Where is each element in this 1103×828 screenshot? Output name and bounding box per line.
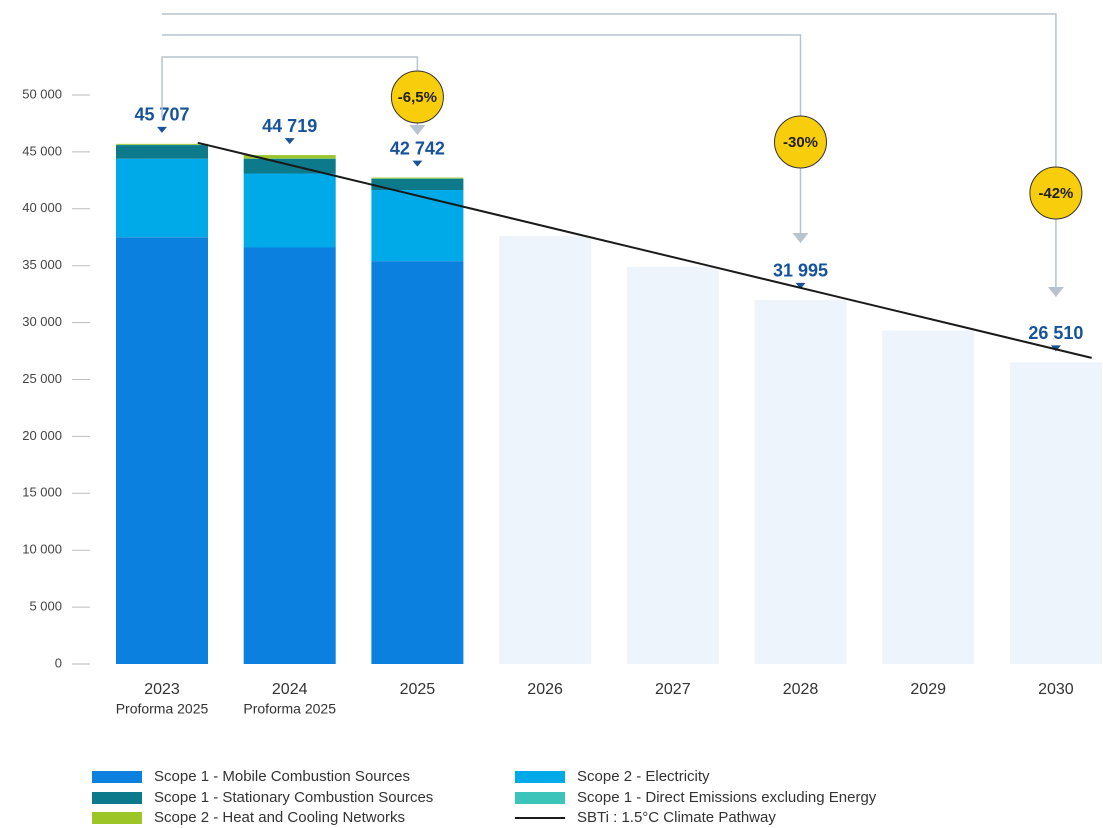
annotation-badge (1029, 166, 1083, 220)
annotation-badge (390, 70, 444, 124)
x-tick-label: 2023 (144, 681, 180, 698)
x-tick-label: 2026 (527, 681, 563, 698)
legend-label: Scope 1 - Mobile Combustion Sources (154, 768, 410, 785)
legend-label: Scope 2 - Heat and Cooling Networks (154, 809, 405, 826)
bar-segment (116, 158, 208, 238)
legend-label: SBTi : 1.5°C Climate Pathway (577, 809, 776, 826)
legend-label: Scope 1 - Stationary Combustion Sources (154, 789, 433, 806)
y-tick-label: 15 000 (22, 485, 62, 500)
legend-swatch (92, 771, 142, 783)
target-bar (499, 236, 592, 664)
bar-segment (116, 237, 208, 664)
legend-label: Scope 1 - Direct Emissions excluding Ene… (577, 789, 877, 806)
value-label: 44 719 (262, 116, 317, 136)
y-tick-label: 40 000 (22, 200, 62, 215)
x-tick-label: 2027 (655, 681, 691, 698)
target-bar (626, 266, 719, 664)
legend-swatch (92, 812, 142, 824)
target-bar (754, 299, 847, 664)
bar-segment (371, 190, 464, 262)
bracket-arrow (409, 125, 426, 135)
x-tick-label: 2025 (400, 681, 436, 698)
y-tick-label: 35 000 (22, 257, 62, 272)
annotation-text: -30% (783, 134, 818, 151)
label-pointer (795, 282, 806, 289)
y-tick-label: 30 000 (22, 314, 62, 329)
legend-swatch (92, 792, 142, 804)
sbti-line (197, 141, 1092, 359)
y-tick-label: 25 000 (22, 371, 62, 386)
target-bar (1009, 362, 1102, 664)
legend-swatch (515, 771, 565, 783)
annotation-text: -42% (1038, 185, 1073, 202)
annotation-badge (774, 115, 827, 169)
y-tick-label: 0 (55, 655, 62, 670)
label-pointer (157, 126, 167, 133)
legend-label: Scope 2 - Electricity (577, 768, 710, 785)
value-label: 42 742 (390, 138, 445, 158)
target-bar (882, 330, 975, 664)
value-label: 31 995 (773, 261, 828, 281)
bar-segment (371, 177, 464, 179)
x-tick-label: 2028 (783, 681, 819, 698)
x-tick-sublabel: Proforma 2025 (116, 701, 209, 717)
bar-segment (371, 178, 464, 191)
bar-segment (243, 158, 336, 174)
x-tick-label: 2029 (910, 681, 946, 698)
legend-swatch (515, 792, 565, 804)
y-tick-label: 5 000 (29, 599, 62, 614)
x-tick-label: 2030 (1038, 681, 1074, 698)
label-pointer (412, 160, 423, 167)
y-tick-label: 50 000 (22, 86, 62, 101)
bar-segment (243, 247, 336, 664)
annotation-text: -6,5% (398, 89, 437, 106)
x-tick-sublabel: Proforma 2025 (243, 701, 336, 717)
value-label: 26 510 (1028, 323, 1083, 343)
label-pointer (284, 138, 295, 145)
bar-segment (116, 143, 208, 145)
y-tick-label: 10 000 (22, 542, 62, 557)
bar-segment (371, 261, 464, 664)
bracket-arrow (792, 233, 809, 243)
bar-segment (243, 173, 336, 248)
bar-segment (116, 145, 208, 159)
y-tick-label: 45 000 (22, 143, 62, 158)
y-tick-label: 20 000 (22, 428, 62, 443)
x-tick-label: 2024 (272, 681, 308, 698)
bar-segment (243, 155, 336, 159)
bracket-arrow (1047, 287, 1064, 297)
